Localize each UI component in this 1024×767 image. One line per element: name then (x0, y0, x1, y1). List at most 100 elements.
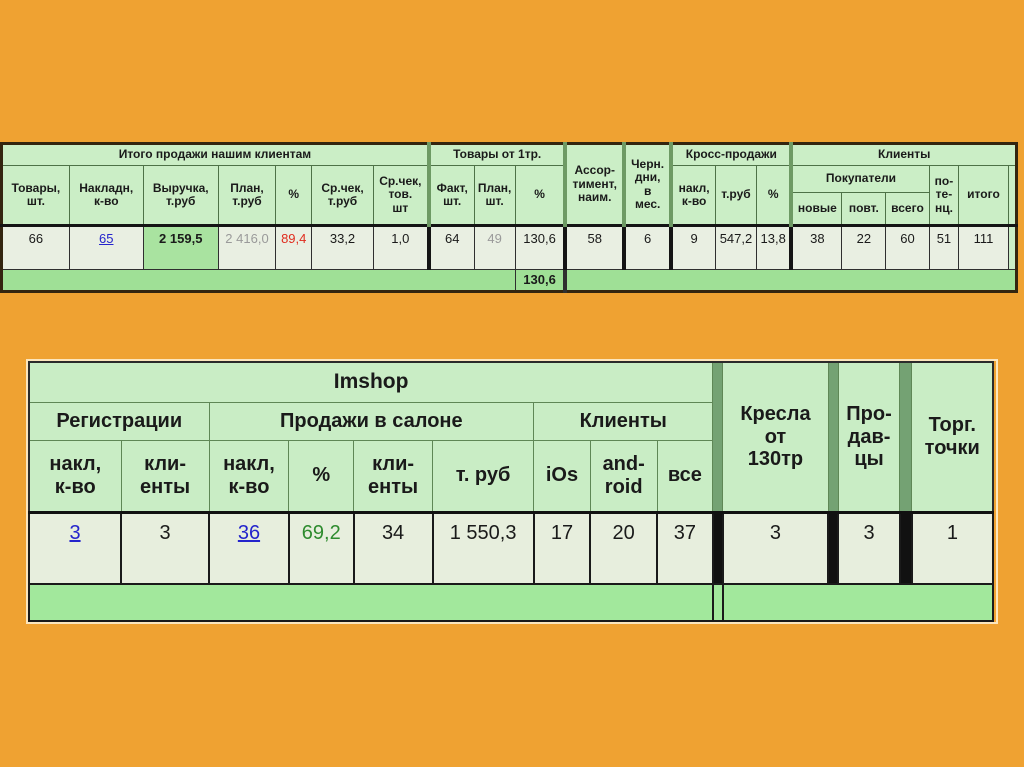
group-klienty: Клиенты (533, 401, 714, 441)
header-klienty-reg: кли- енты (120, 439, 210, 513)
header-assortiment: Ассор- тимент, наим. (563, 143, 625, 226)
column-separator (827, 361, 839, 513)
section-header-row: Регистрации Продажи в салоне Клиенты (28, 401, 993, 441)
imshop-table-wrapper: Imshop Кресла от 130тр Про- дав- цы Торг… (27, 361, 996, 622)
cell-povt: 22 (841, 224, 887, 270)
group-registracii: Регистрации (28, 401, 210, 441)
cell-fakt-sht: 64 (426, 224, 475, 270)
cell-sr-chek: 33,2 (311, 224, 374, 270)
summary-footer-row: 130,6 (1, 269, 1018, 292)
link-nakl-kvo-salon[interactable]: 36 (237, 521, 261, 544)
subgroup-pokupateli: Покупатели (789, 165, 930, 193)
column-separator (898, 510, 913, 585)
imshop-table: Imshop Кресла от 130тр Про- дав- цы Торг… (27, 361, 995, 622)
cell-plan-trub: 2 416,0 (217, 224, 277, 270)
header-novye: новые (789, 192, 843, 226)
imshop-footer-row (28, 583, 995, 622)
cell-torg-tochki: 1 (910, 510, 995, 585)
cell-assortiment: 58 (563, 224, 625, 270)
cell-sr-chek-tov: 1,0 (372, 224, 430, 270)
cell-nakl-kvo-salon: 36 (208, 510, 290, 585)
column-separator (711, 510, 724, 585)
header-percent-cross: % (756, 165, 792, 226)
cell-itogo: 111 (958, 224, 1009, 270)
header-torg-tochki: Торг. точки (911, 361, 994, 513)
cell-percent: 89,4 (275, 224, 313, 270)
cell-t-rub: 1 550,3 (431, 510, 535, 585)
header-sr-chek-tov: Ср.чек, тов. шт (372, 165, 430, 226)
summary-table-wrapper: Итого продажи нашим клиентам Товары от 1… (0, 142, 1024, 293)
group-prodazhi-v-salone: Продажи в салоне (208, 401, 535, 441)
header-nakl-kvo-salon: накл, к-во (208, 439, 290, 513)
header-nakl-kvo-reg: накл, к-во (28, 439, 122, 513)
footer-band-right (563, 269, 1018, 292)
header-vyruchka: Выручка, т.руб (142, 165, 219, 226)
header-prodavtsy: Про- дав- цы (837, 361, 901, 513)
cell-klienty-salon: 34 (352, 510, 434, 585)
header-potents: по- те- нц. (928, 165, 960, 226)
imshop-title: Imshop (28, 361, 714, 403)
cell-percent-1tr: 130,6 (514, 224, 566, 270)
header-vsego: всего (885, 192, 930, 226)
column-header-row: Товары, шт. Накладн, к-во Выручка, т.руб… (1, 165, 1018, 226)
header-nakl-kvo-cross: накл, к-во (669, 165, 716, 226)
group-tovary-ot-1tr: Товары от 1тр. (426, 143, 566, 166)
column-label-row: накл, к-во кли- енты накл, к-во % кли- е… (28, 439, 993, 513)
cell-potents: 51 (928, 224, 960, 270)
cell-tovary-sht: 66 (1, 224, 70, 270)
group-title-row: Итого продажи нашим клиентам Товары от 1… (0, 143, 1018, 226)
header-klienty-salon: кли- енты (353, 439, 434, 513)
cell-plan-sht: 49 (473, 224, 516, 270)
group-itogo-prodazhi: Итого продажи нашим клиентам (0, 143, 430, 166)
cell-percent-cross: 13,8 (756, 224, 792, 270)
header-sr-chek: Ср.чек, т.руб (311, 165, 374, 226)
header-ios: iOs (533, 439, 591, 513)
link-nakl-kvo-reg[interactable]: 3 (69, 521, 81, 544)
header-kresla-ot-130tr: Кресла от 130тр (722, 361, 829, 513)
data-row: 66 65 2 159,5 2 416,0 89,4 33,2 1,0 64 4… (1, 224, 1018, 270)
footer-band-left (28, 583, 714, 622)
group-cross-prodazhi: Кросс-продажи (669, 143, 792, 166)
column-separator (711, 583, 724, 622)
header-fakt-sht: Факт, шт. (426, 165, 475, 226)
imshop-data-row: 3 3 36 69,2 34 1 550,3 17 20 37 3 3 1 (27, 510, 995, 585)
cropped-column (1007, 165, 1018, 226)
cell-vse: 37 (656, 510, 714, 585)
header-plan-sht: План, шт. (473, 165, 516, 226)
header-plan-trub: План, т.руб (217, 165, 277, 226)
cropped-column (1007, 224, 1018, 270)
cell-prodavtsy: 3 (837, 510, 901, 585)
header-percent: % (275, 165, 313, 226)
cell-novye: 38 (789, 224, 843, 270)
header-vse: все (656, 439, 714, 513)
header-nakladn-kvo: Накладн, к-во (68, 165, 144, 226)
footer-percent-value: 130,6 (514, 269, 566, 292)
cell-chern-dni: 6 (622, 224, 672, 270)
cell-nakl-kvo-cross: 9 (669, 224, 716, 270)
footer-band-right (721, 583, 995, 622)
column-separator (712, 361, 724, 513)
link-nakladn-kvo[interactable]: 65 (99, 231, 114, 246)
cell-trub-cross: 547,2 (714, 224, 758, 270)
cell-nakladn-kvo: 65 (68, 224, 144, 270)
header-trub-cross: т.руб (714, 165, 758, 226)
cell-ios: 17 (532, 510, 592, 585)
header-chern-dni: Черн. дни, в мес. (622, 143, 672, 226)
column-separator (827, 510, 840, 585)
buyers-header-row: новые повт. всего (2, 192, 1017, 226)
cell-kresla-ot-130tr: 3 (721, 510, 830, 585)
cell-nakl-kvo-reg: 3 (27, 510, 123, 585)
header-itogo: итого (958, 165, 1009, 226)
imshop-title-row: Imshop Кресла от 130тр Про- дав- цы Торг… (28, 361, 994, 513)
cell-percent-salon: 69,2 (287, 510, 355, 585)
header-percent-salon: % (288, 439, 355, 513)
column-separator (899, 361, 913, 513)
header-android: and- roid (589, 439, 658, 513)
header-t-rub: т. руб (432, 439, 535, 513)
cell-klienty-reg: 3 (120, 510, 211, 585)
footer-band-left (1, 269, 516, 292)
cell-android: 20 (589, 510, 659, 585)
header-percent-1tr: % (514, 165, 566, 226)
summary-table: Итого продажи нашим клиентам Товары от 1… (0, 142, 1018, 293)
